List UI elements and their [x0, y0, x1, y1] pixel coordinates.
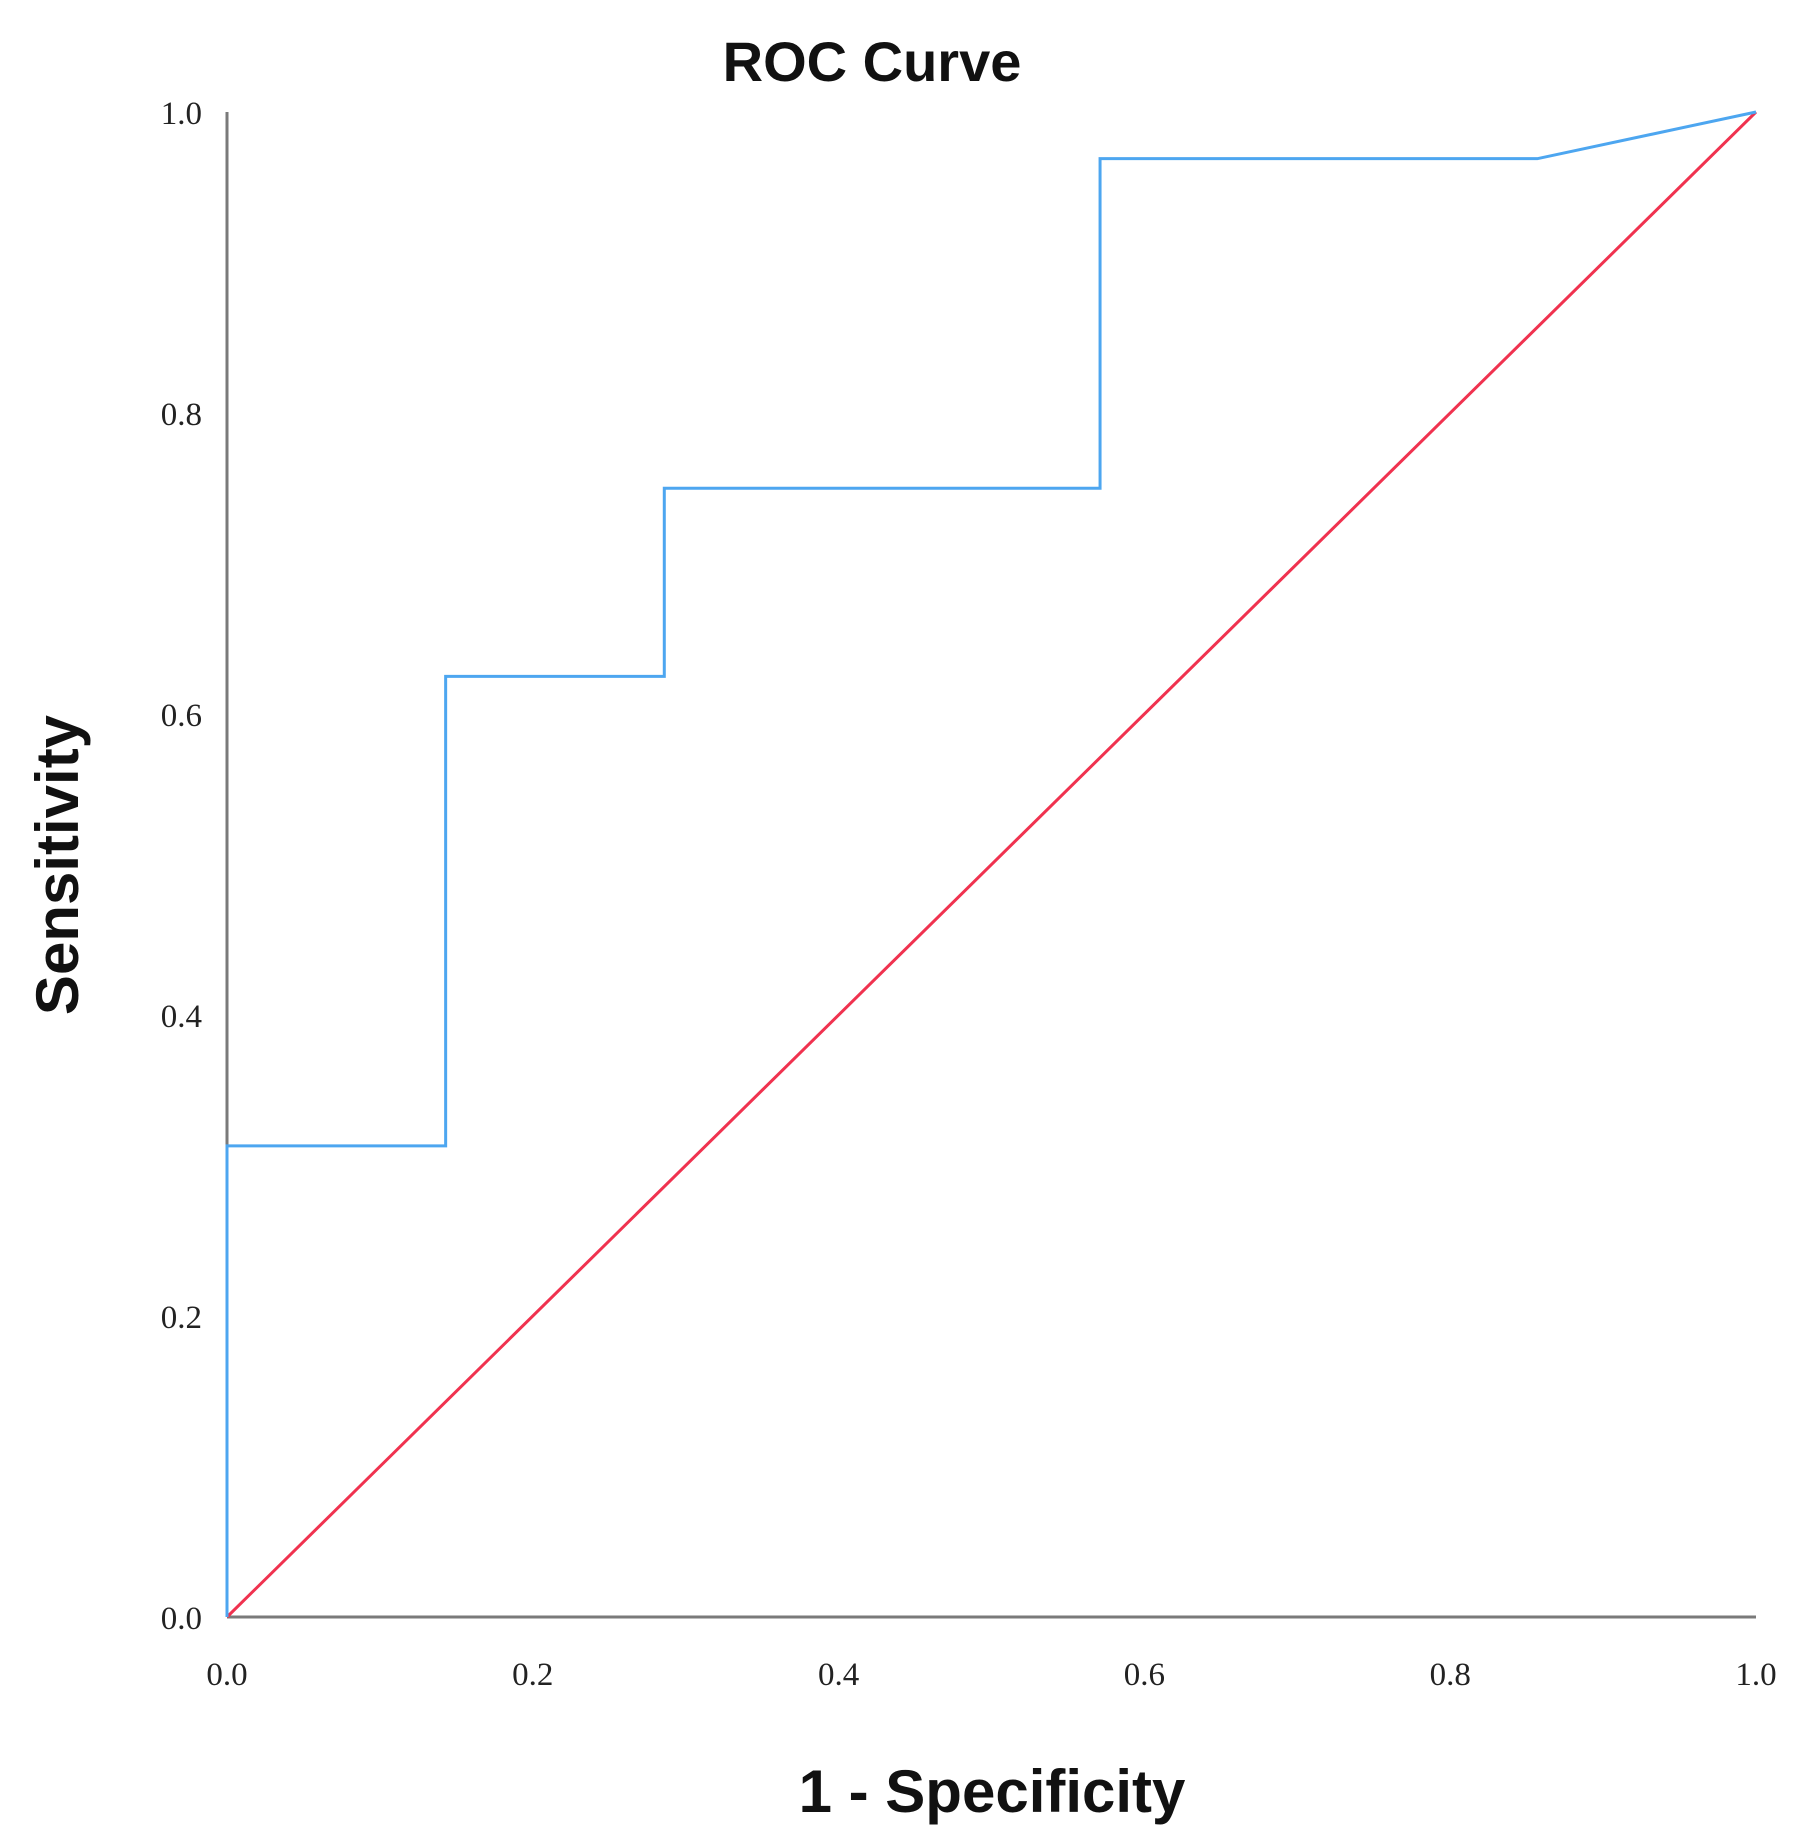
y-tick-labels: 0.0 0.2 0.4 0.6 0.8 1.0 — [161, 96, 202, 1637]
x-tick-label: 1.0 — [1735, 1657, 1776, 1693]
x-axis-label: 1 - Specificity — [799, 1758, 1186, 1825]
y-tick-label: 1.0 — [161, 96, 202, 132]
roc-curve-line — [225, 110, 1757, 1617]
x-tick-labels: 0.0 0.2 0.4 0.6 0.8 1.0 — [206, 1657, 1776, 1693]
y-tick-label: 0.4 — [161, 999, 202, 1035]
x-tick-label: 0.0 — [206, 1657, 247, 1693]
y-tick-label: 0.6 — [161, 698, 202, 734]
x-tick-label: 0.2 — [512, 1657, 553, 1693]
x-tick-label: 0.4 — [818, 1657, 859, 1693]
reference-line — [225, 110, 1758, 1619]
x-tick-label: 0.6 — [1124, 1657, 1165, 1693]
series-layer — [225, 110, 1758, 1619]
y-axis-label: Sensitivity — [24, 714, 91, 1015]
chart-title: ROC Curve — [723, 30, 1022, 93]
y-tick-label: 0.8 — [161, 397, 202, 433]
y-tick-label: 0.2 — [161, 1300, 202, 1336]
x-tick-label: 0.8 — [1430, 1657, 1471, 1693]
y-tick-label: 0.0 — [161, 1601, 202, 1637]
